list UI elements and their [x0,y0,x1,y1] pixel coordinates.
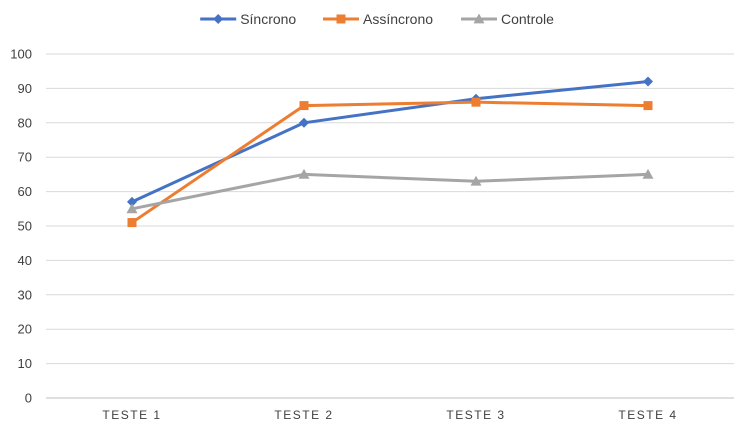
x-tick-label: TESTE 3 [446,408,505,422]
legend-label: Controle [501,11,554,27]
y-tick-label: 100 [10,47,32,62]
legend-label: Síncrono [240,11,296,27]
data-point [642,168,654,179]
legend-label: Assíncrono [363,11,433,27]
legend-item: Síncrono [200,11,296,27]
data-point [299,101,309,111]
chart-legend: Síncrono Assíncrono Controle [200,11,554,27]
data-point [127,218,137,228]
series-line [130,80,650,204]
series-assincrono [127,97,653,228]
data-point [298,168,310,179]
legend-item: Assíncrono [323,11,433,27]
series-controle [126,168,654,214]
y-tick-label: 20 [18,322,32,337]
y-tick-label: 60 [18,184,32,199]
legend-item: Controle [461,11,554,27]
chart-gridlines [46,53,734,399]
y-tick-label: 30 [18,287,32,302]
legend-marker [336,14,346,24]
series-line [130,100,650,225]
series-sincrono [127,76,653,207]
y-tick-label: 90 [18,81,32,96]
legend-marker [213,14,224,24]
y-tick-label: 70 [18,150,32,165]
y-axis-tick-labels: 0 10 20 30 40 50 60 70 80 90 100 [10,47,32,406]
data-point [643,76,653,87]
legend-marker [473,13,485,24]
x-axis-tick-labels: TESTE 1 TESTE 2 TESTE 3 TESTE 4 [102,408,677,422]
data-point [299,117,309,128]
data-point [643,101,653,111]
series-line [130,172,650,211]
y-tick-label: 50 [18,219,32,234]
x-tick-label: TESTE 1 [102,408,161,422]
data-point [471,97,481,107]
chart-series [126,76,654,228]
data-point [127,196,137,207]
x-tick-label: TESTE 2 [274,408,333,422]
data-point [126,203,138,214]
y-tick-label: 80 [18,115,32,130]
data-point [470,175,482,186]
y-tick-label: 40 [18,253,32,268]
y-tick-label: 0 [25,391,32,406]
y-tick-label: 10 [18,356,32,371]
x-tick-label: TESTE 4 [618,408,677,422]
